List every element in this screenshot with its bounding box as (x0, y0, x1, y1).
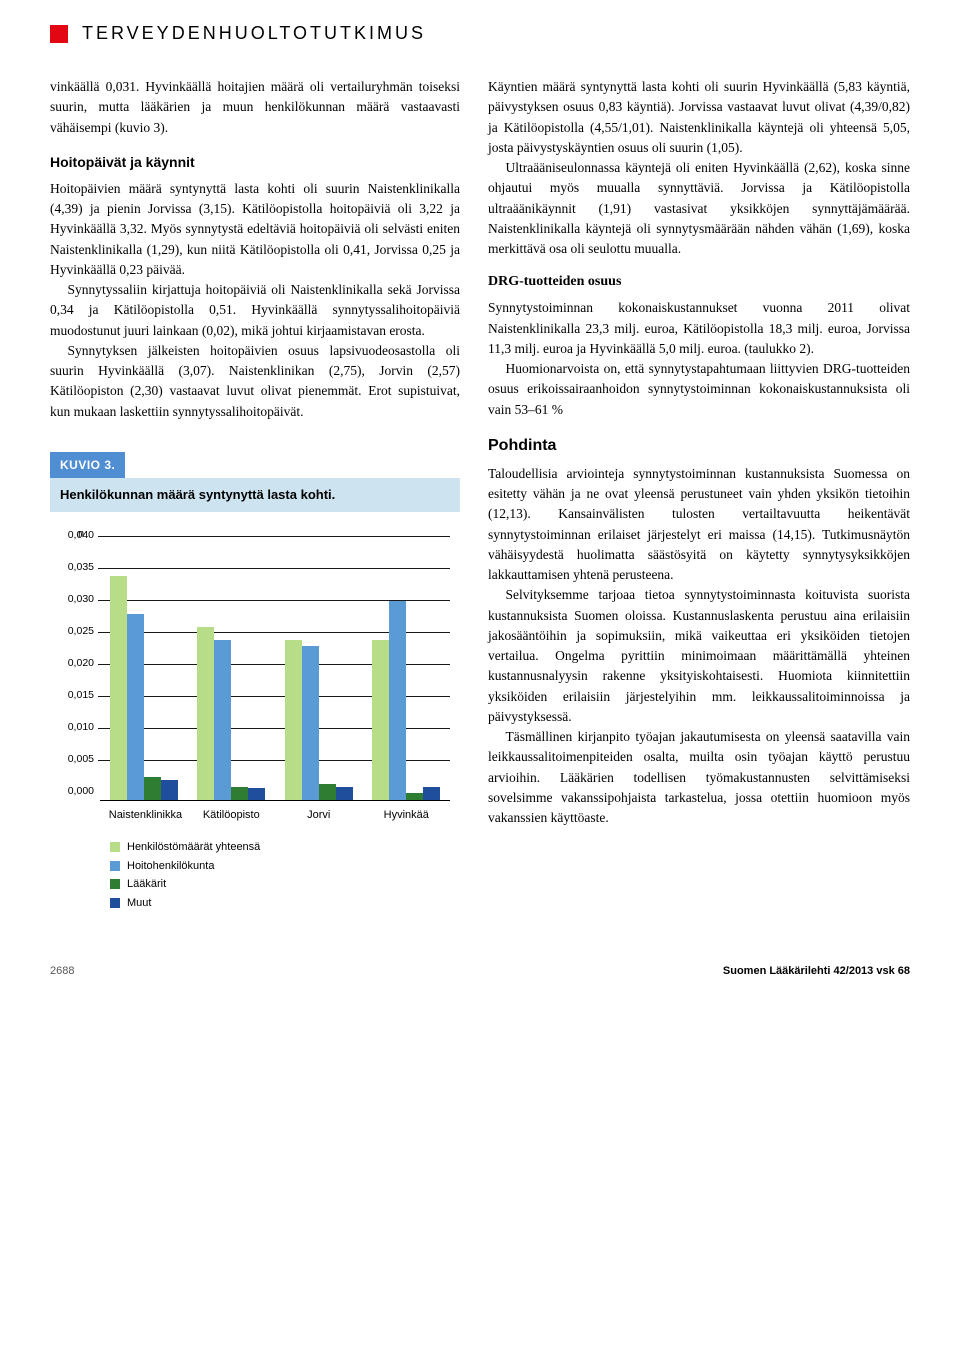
bar (161, 780, 178, 799)
legend-label: Hoitohenkilökunta (127, 858, 214, 875)
page-footer: 2688 Suomen Lääkärilehti 42/2013 vsk 68 (50, 963, 910, 980)
left-column: vinkäällä 0,031. Hyvinkäällä hoitajien m… (50, 77, 460, 923)
right-heading-1: DRG-tuotteiden osuus (488, 271, 910, 292)
bars-row (100, 545, 450, 800)
header-title: TERVEYDENHUOLTOTUTKIMUS (82, 20, 426, 47)
legend-item: Henkilöstömäärät yhteensä (110, 839, 460, 856)
bar (127, 614, 144, 800)
y-tick-label: 0,035 (60, 560, 98, 576)
legend-swatch-icon (110, 861, 120, 871)
bar (319, 784, 336, 800)
left-heading-1: Hoitopäivät ja käynnit (50, 152, 460, 173)
bar (248, 788, 265, 800)
x-tick-label: Jorvi (284, 807, 354, 824)
x-axis-labels: Naistenklinikka Kätilöopisto Jorvi Hyvinkää (100, 807, 450, 824)
bar (336, 787, 353, 800)
y-tick-label: 0,015 (60, 688, 98, 704)
right-para-2: Ultraääniseulonnassa käyntejä oli eniten… (488, 158, 910, 259)
left-body-text: vinkäällä 0,031. Hyvinkäällä hoitajien m… (50, 77, 460, 422)
bar (302, 646, 319, 800)
bar (231, 787, 248, 800)
right-para-6: Selvityksemme tarjoaa tietoa synnytystoi… (488, 585, 910, 727)
y-tick-label: 0,005 (60, 752, 98, 768)
bar (144, 777, 161, 799)
gridline-line (98, 536, 450, 537)
right-heading-2: Pohdinta (488, 434, 910, 458)
figure-titlebar: Henkilökunnan määrä syntynyttä lasta koh… (50, 478, 460, 512)
legend-swatch-icon (110, 898, 120, 908)
right-para-5: Taloudellisia arviointeja synnytystoimin… (488, 464, 910, 586)
legend-label: Lääkärit (127, 876, 166, 893)
right-para-1: Käyntien määrä syntynyttä lasta kohti ol… (488, 77, 910, 158)
legend-item: Muut (110, 895, 460, 912)
left-para-3: Synnytyssaliin kirjattuja hoitopäiviä ol… (50, 280, 460, 341)
right-para-3: Synnytystoiminnan kokonaiskustannukset v… (488, 298, 910, 359)
legend-item: Hoitohenkilökunta (110, 858, 460, 875)
figure-tab: KUVIO 3. (50, 452, 125, 478)
legend-swatch-icon (110, 879, 120, 889)
legend-label: Muut (127, 895, 151, 912)
legend-swatch-icon (110, 842, 120, 852)
left-para-1: vinkäällä 0,031. Hyvinkäällä hoitajien m… (50, 77, 460, 138)
x-tick-label: Hyvinkää (371, 807, 441, 824)
right-column: Käyntien määrä syntynyttä lasta kohti ol… (488, 77, 910, 923)
bar (406, 793, 423, 799)
bar (423, 787, 440, 800)
bar-chart: n 0,0000,0050,0100,0150,0200,0250,0300,0… (50, 512, 460, 923)
y-tick-label: 0,030 (60, 592, 98, 608)
right-body-text: Käyntien määrä syntynyttä lasta kohti ol… (488, 77, 910, 828)
y-tick-label: 0,020 (60, 656, 98, 672)
chart-plot-area: 0,0000,0050,0100,0150,0200,0250,0300,035… (100, 545, 450, 801)
bar (372, 640, 389, 800)
bar (214, 640, 231, 800)
y-tick-label: 0,040 (60, 528, 98, 544)
bar (110, 576, 127, 800)
legend-item: Lääkärit (110, 876, 460, 893)
left-para-4: Synnytyksen jälkeisten hoitopäivien osuu… (50, 341, 460, 422)
right-para-7: Täsmällinen kirjanpito työajan jakautumi… (488, 727, 910, 828)
legend-label: Henkilöstömäärät yhteensä (127, 839, 260, 856)
y-tick-label: 0,010 (60, 720, 98, 736)
bar-group (371, 601, 441, 799)
bar (197, 627, 214, 800)
header-marker-icon (50, 25, 68, 43)
bar (389, 601, 406, 799)
page: TERVEYDENHUOLTOTUTKIMUS vinkäällä 0,031.… (0, 0, 960, 1010)
footer-source: Suomen Lääkärilehti 42/2013 vsk 68 (723, 963, 910, 980)
x-tick-label: Naistenklinikka (109, 807, 179, 824)
bar (285, 640, 302, 800)
left-para-2: Hoitopäivien määrä syntynyttä lasta koht… (50, 179, 460, 280)
figure-title: Henkilökunnan määrä syntynyttä lasta koh… (60, 487, 335, 502)
section-header: TERVEYDENHUOLTOTUTKIMUS (50, 20, 910, 47)
bar-group (109, 576, 179, 800)
bar-group (284, 640, 354, 800)
bar-group (196, 627, 266, 800)
page-number: 2688 (50, 963, 74, 980)
content-columns: vinkäällä 0,031. Hyvinkäällä hoitajien m… (50, 77, 910, 923)
y-tick-label: 0,000 (60, 784, 98, 800)
chart-legend: Henkilöstömäärät yhteensä Hoitohenkilökun… (110, 839, 460, 911)
y-tick-label: 0,025 (60, 624, 98, 640)
x-tick-label: Kätilöopisto (196, 807, 266, 824)
right-para-4: Huomionarvoista on, että synnytystapahtu… (488, 359, 910, 420)
gridline: 0,040 (60, 528, 450, 544)
figure-3: KUVIO 3. Henkilökunnan määrä syntynyttä … (50, 452, 460, 923)
